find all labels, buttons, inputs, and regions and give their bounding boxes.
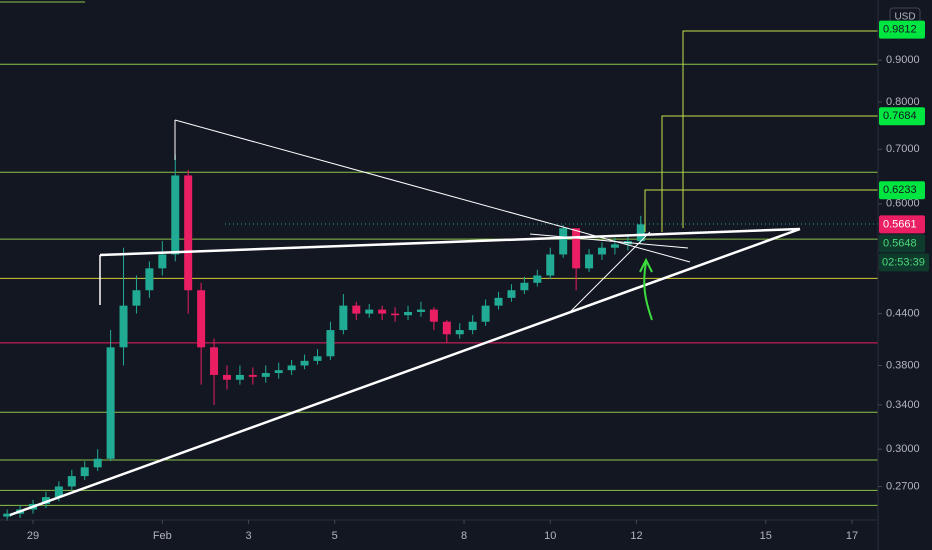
candle-body	[546, 254, 555, 276]
wedge-line	[569, 231, 651, 313]
candle-body	[610, 244, 619, 248]
y-tick-label: 0.3800	[886, 359, 920, 371]
price-tag	[879, 181, 925, 200]
candle-body	[533, 275, 542, 283]
candle-body	[158, 254, 167, 269]
x-tick-label: 8	[461, 530, 467, 542]
price-tag-label: 0.5648	[883, 237, 917, 249]
candle-body	[93, 458, 102, 468]
wedge-line	[529, 233, 689, 249]
y-tick-label: 0.3000	[886, 443, 920, 455]
candle-body	[313, 356, 322, 361]
x-tick-label: Feb	[153, 530, 172, 542]
x-tick-label: 5	[332, 530, 338, 542]
y-tick-label: 0.7000	[886, 143, 920, 155]
y-tick-label: 0.9000	[886, 54, 920, 66]
candle-body	[184, 175, 193, 291]
price-tag	[879, 107, 925, 126]
drawings	[0, 1, 878, 517]
countdown: 02:53:39	[882, 256, 925, 268]
price-tag-label: 0.5661	[883, 218, 917, 230]
candle-body	[326, 330, 335, 357]
candle-body	[132, 290, 141, 306]
y-tick-label: 0.4400	[886, 307, 920, 319]
candle-body	[391, 313, 400, 316]
candle-body	[404, 311, 413, 316]
candle-body	[274, 370, 283, 374]
candle-body	[106, 347, 115, 459]
candle-body	[481, 305, 490, 322]
candle-body	[222, 374, 231, 380]
x-tick-label: 15	[760, 530, 772, 542]
candle-body	[636, 224, 645, 242]
candle-body	[507, 290, 516, 298]
x-tick-label: 17	[846, 530, 858, 542]
target-box	[682, 30, 878, 228]
axis-labels: 0.9000 0.8000 0.7000 0.6000 0.4400 0.3800 0.34…	[27, 20, 929, 542]
candle-body	[559, 228, 568, 255]
y-tick-label: 0.8000	[886, 96, 920, 108]
x-tick-label: 3	[245, 530, 251, 542]
candle-body	[339, 305, 348, 331]
triangle-top	[99, 227, 801, 257]
candle-body	[287, 365, 296, 371]
candle-body	[494, 297, 503, 306]
price-tag-label: 0.9812	[883, 24, 917, 36]
candle-body	[300, 360, 309, 366]
candle-body	[54, 486, 63, 498]
candle-body	[585, 254, 594, 269]
candle-body	[572, 228, 581, 269]
candle-body	[261, 373, 270, 377]
candle-body	[3, 513, 12, 517]
descending-line	[174, 119, 691, 263]
price-tag	[879, 20, 925, 39]
y-tick-label: 0.2700	[886, 480, 920, 492]
candle-body	[378, 309, 387, 314]
target-box	[661, 115, 878, 232]
y-tick-label: 0.3400	[886, 399, 920, 411]
price-axis	[878, 0, 932, 550]
candle-body	[119, 305, 128, 348]
candles	[3, 154, 645, 521]
price-tag	[879, 234, 925, 253]
candle-body	[352, 305, 361, 314]
candle-body	[416, 309, 425, 312]
x-tick-label: 10	[544, 530, 556, 542]
price-tag-label: 0.6233	[883, 184, 917, 196]
price-tag	[879, 215, 925, 234]
candle-body	[468, 321, 477, 331]
countdown-tag	[879, 253, 929, 272]
target-box	[644, 189, 878, 232]
candle-body	[429, 309, 438, 322]
candle-body	[235, 374, 244, 380]
candle-body	[171, 175, 180, 255]
x-tick-label: 12	[630, 530, 642, 542]
candle-body	[455, 330, 464, 335]
candle-body	[597, 247, 606, 255]
candle-body	[248, 374, 257, 377]
candle-body	[520, 282, 529, 291]
candle-body	[67, 476, 76, 487]
candle-body	[210, 347, 219, 375]
x-tick-label: 29	[27, 530, 39, 542]
currency: USD	[894, 12, 915, 23]
candle-body	[145, 268, 154, 291]
triangle-bottom	[9, 227, 801, 517]
candle-body	[80, 467, 89, 477]
y-tick-label: 0.6000	[886, 198, 920, 210]
candle-body	[365, 309, 374, 314]
arrow	[639, 257, 653, 321]
candle-body	[442, 321, 451, 335]
candle-body	[41, 497, 50, 504]
price-tag-label: 0.7684	[883, 110, 917, 122]
candle-body	[197, 290, 206, 348]
